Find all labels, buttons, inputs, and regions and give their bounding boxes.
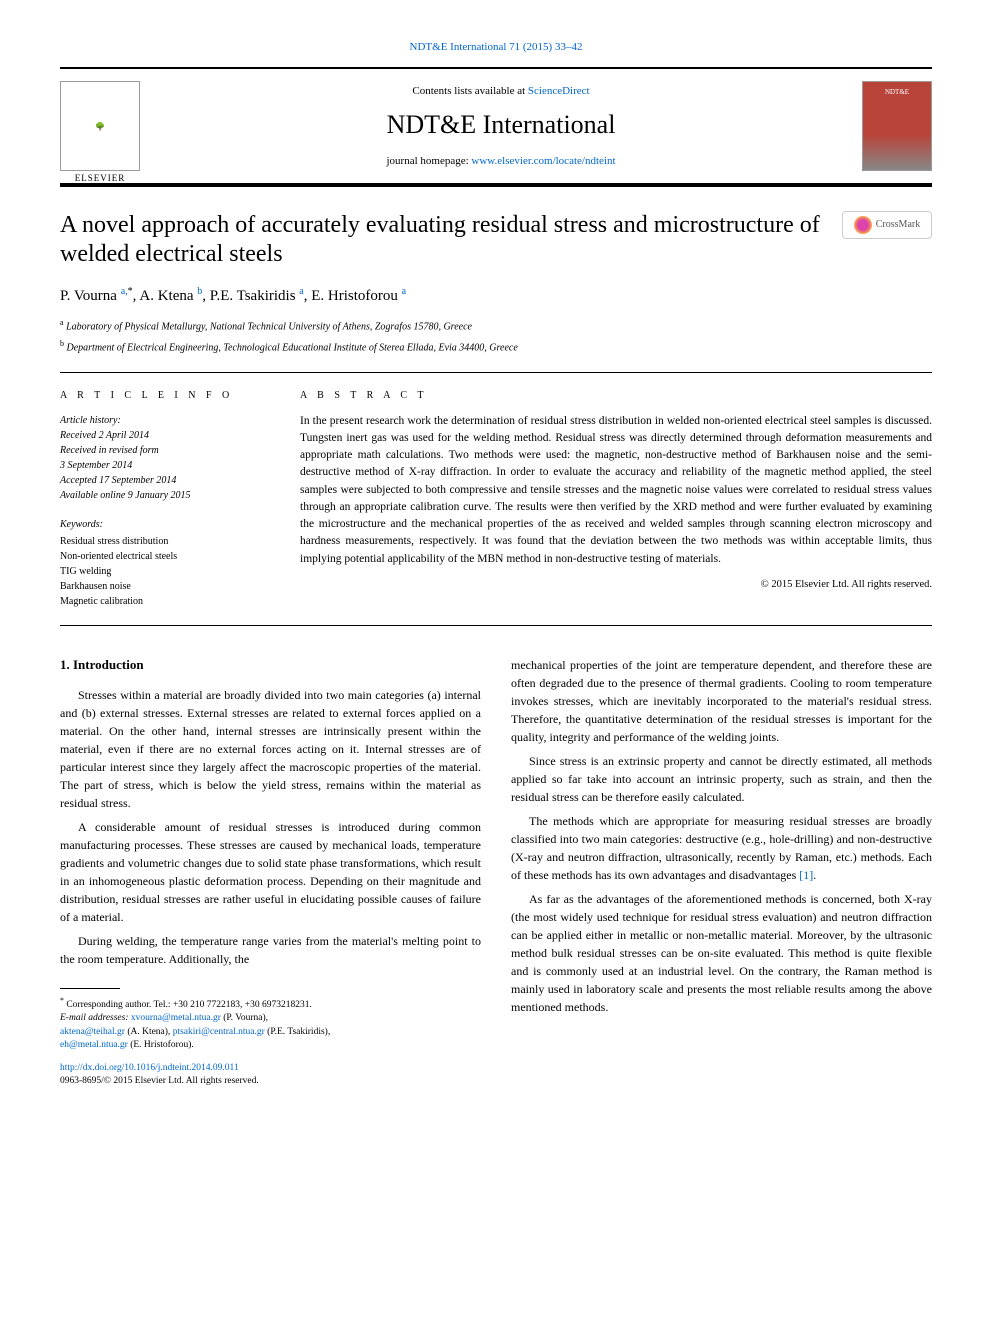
homepage-prefix: journal homepage: [387, 155, 472, 167]
body-paragraph: As far as the advantages of the aforemen… [511, 890, 932, 1016]
history-line: Accepted 17 September 2014 [60, 475, 176, 486]
corr-marker: * [60, 996, 64, 1005]
affiliation: a Laboratory of Physical Metallurgy, Nat… [60, 317, 932, 334]
divider [60, 372, 932, 373]
body-paragraph: Stresses within a material are broadly d… [60, 686, 481, 812]
affil-link[interactable]: a [402, 286, 406, 297]
top-citation: NDT&E International 71 (2015) 33–42 [60, 40, 932, 55]
journal-cover-thumbnail: NDT&E [862, 81, 932, 171]
body-col-right: mechanical properties of the joint are t… [511, 656, 932, 1089]
body-paragraph: During welding, the temperature range va… [60, 932, 481, 968]
history-line: 3 September 2014 [60, 460, 132, 471]
keyword: TIG welding [60, 566, 111, 577]
cover-label: NDT&E [885, 88, 909, 96]
body-paragraph: A considerable amount of residual stress… [60, 818, 481, 926]
corresponding-author-footnote: * Corresponding author. Tel.: +30 210 77… [60, 995, 481, 1012]
body-paragraph: Since stress is an extrinsic property an… [511, 752, 932, 806]
citation-link[interactable]: [1] [799, 868, 813, 882]
keyword: Residual stress distribution [60, 536, 168, 547]
history-line: Received in revised form [60, 445, 159, 456]
abstract-copyright: © 2015 Elsevier Ltd. All rights reserved… [300, 578, 932, 593]
affil-link[interactable]: a, [121, 286, 128, 297]
email-who: (A. Ktena), [127, 1027, 170, 1037]
body-col-left: 1. Introduction Stresses within a materi… [60, 656, 481, 1089]
tree-icon: 🌳 [95, 121, 105, 132]
footnote-separator [60, 988, 120, 989]
corr-text: Corresponding author. Tel.: +30 210 7722… [66, 1000, 312, 1010]
abstract-col: A B S T R A C T In the present research … [300, 389, 932, 609]
author: P. Vourna a,* [60, 288, 133, 304]
title-row: A novel approach of accurately evaluatin… [60, 211, 932, 269]
abstract-text: In the present research work the determi… [300, 413, 932, 568]
keyword: Magnetic calibration [60, 596, 143, 607]
history-label: Article history: [60, 415, 121, 426]
journal-header: 🌳 Contents lists available at ScienceDir… [60, 67, 932, 187]
email-link[interactable]: eh@metal.ntua.gr [60, 1040, 128, 1050]
email-who: (P. Vourna), [223, 1013, 268, 1023]
contents-line: Contents lists available at ScienceDirec… [140, 84, 862, 99]
contents-prefix: Contents lists available at [412, 85, 527, 97]
elsevier-logo: 🌳 [60, 81, 140, 171]
crossmark-badge[interactable]: CrossMark [842, 211, 932, 239]
author: E. Hristoforou a [311, 288, 406, 304]
email-label: E-mail addresses: [60, 1013, 131, 1023]
body-columns: 1. Introduction Stresses within a materi… [60, 656, 932, 1089]
author: A. Ktena b [139, 288, 202, 304]
history-line: Received 2 April 2014 [60, 430, 149, 441]
affiliation: b Department of Electrical Engineering, … [60, 338, 932, 355]
homepage-line: journal homepage: www.elsevier.com/locat… [140, 154, 862, 169]
journal-name: NDT&E International [140, 107, 862, 143]
sciencedirect-link[interactable]: ScienceDirect [528, 85, 590, 97]
keyword: Non-oriented electrical steels [60, 551, 177, 562]
article-info-col: A R T I C L E I N F O Article history: R… [60, 389, 260, 609]
section-heading-intro: 1. Introduction [60, 656, 481, 674]
email-who: (E. Hristoforou). [130, 1040, 194, 1050]
email-link[interactable]: ptsakiri@central.ntua.gr [173, 1027, 265, 1037]
affil-link[interactable]: b [197, 286, 202, 297]
doi-link[interactable]: http://dx.doi.org/10.1016/j.ndteint.2014… [60, 1063, 239, 1073]
abstract-label: A B S T R A C T [300, 389, 932, 403]
article-history: Article history: Received 2 April 2014 R… [60, 413, 260, 503]
keywords-label: Keywords: [60, 517, 260, 532]
author: P.E. Tsakiridis a [210, 288, 304, 304]
header-center: Contents lists available at ScienceDirec… [140, 84, 862, 169]
body-paragraph: mechanical properties of the joint are t… [511, 656, 932, 746]
keyword: Barkhausen noise [60, 581, 131, 592]
meta-row: A R T I C L E I N F O Article history: R… [60, 389, 932, 609]
affil-link[interactable]: a [299, 286, 303, 297]
article-title: A novel approach of accurately evaluatin… [60, 211, 842, 269]
email-link[interactable]: aktena@teihal.gr [60, 1027, 125, 1037]
authors-line: P. Vourna a,*, A. Ktena b, P.E. Tsakirid… [60, 285, 932, 307]
crossmark-label: CrossMark [876, 218, 920, 232]
history-line: Available online 9 January 2015 [60, 490, 191, 501]
divider [60, 625, 932, 626]
email-link[interactable]: xvourna@metal.ntua.gr [131, 1013, 221, 1023]
email-footnote: E-mail addresses: xvourna@metal.ntua.gr … [60, 1012, 481, 1052]
doi-block: http://dx.doi.org/10.1016/j.ndteint.2014… [60, 1062, 481, 1089]
keywords: Keywords: Residual stress distribution N… [60, 517, 260, 609]
email-who: (P.E. Tsakiridis), [267, 1027, 330, 1037]
body-paragraph: The methods which are appropriate for me… [511, 812, 932, 884]
article-info-label: A R T I C L E I N F O [60, 389, 260, 403]
homepage-link[interactable]: www.elsevier.com/locate/ndteint [471, 155, 615, 167]
top-citation-link[interactable]: NDT&E International 71 (2015) 33–42 [410, 41, 583, 53]
issn-line: 0963-8695/© 2015 Elsevier Ltd. All right… [60, 1076, 259, 1086]
